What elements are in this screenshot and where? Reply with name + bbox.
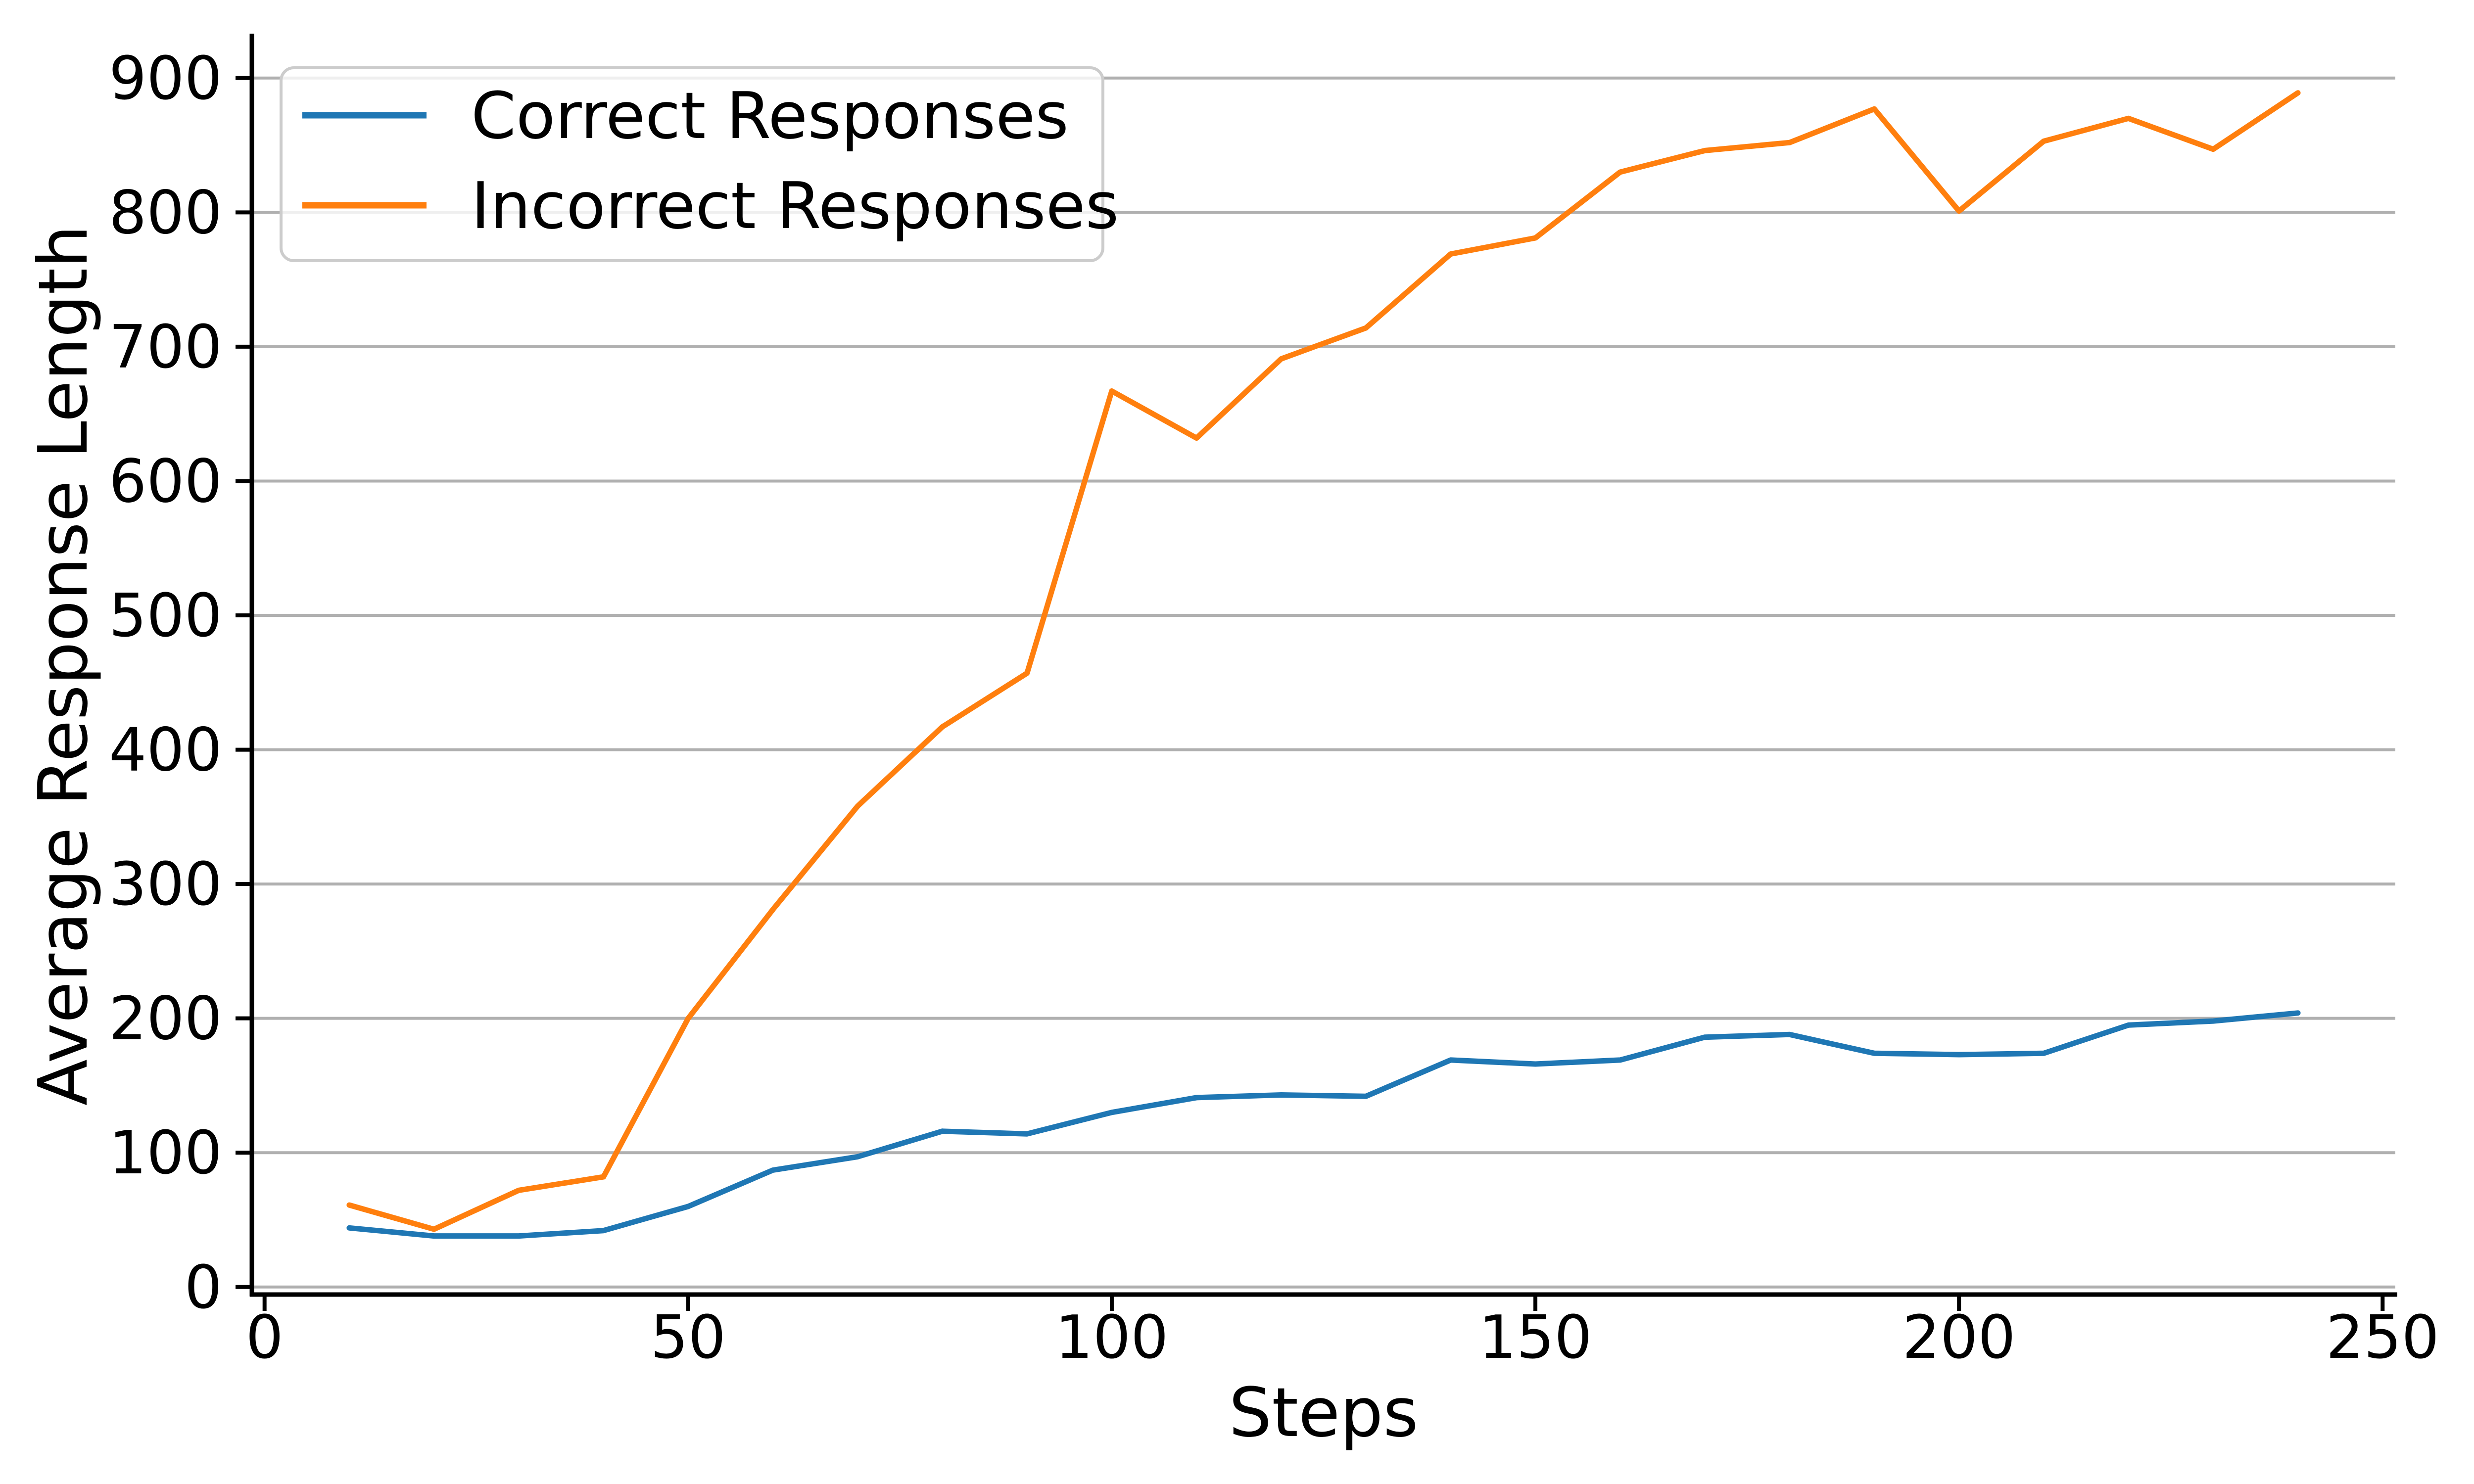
legend-label-incorrect: Incorrect Responses [471, 168, 1119, 243]
series-line-incorrect-responses [346, 90, 2301, 1232]
y-tick-label-400: 400 [109, 716, 222, 785]
x-axis-label: Steps [1229, 1374, 1418, 1452]
legend-box [280, 66, 1104, 262]
legend: Correct Responses Incorrect Responses [280, 66, 1119, 262]
y-tick-label-700: 700 [109, 313, 222, 382]
x-tick-label-150: 150 [1479, 1303, 1592, 1372]
tick-layer: 0 100 200 300 400 500 600 700 800 900 0 50 100 150 200… [109, 45, 2439, 1372]
legend-label-correct: Correct Responses [471, 78, 1069, 153]
y-tick-label-200: 200 [109, 985, 222, 1054]
x-tick-label-0: 0 [246, 1303, 284, 1372]
x-tick-label-250: 250 [2326, 1303, 2439, 1372]
grid-layer [252, 76, 2395, 1289]
series-layer [346, 90, 2301, 1239]
x-tick-label-50: 50 [650, 1303, 726, 1372]
legend-item-incorrect: Incorrect Responses [302, 168, 1119, 243]
y-tick-label-300: 300 [109, 850, 222, 919]
y-tick-label-0: 0 [185, 1253, 222, 1322]
y-tick-label-600: 600 [109, 447, 222, 516]
x-tick-label-200: 200 [1903, 1303, 2016, 1372]
y-tick-label-900: 900 [109, 45, 222, 113]
x-tick-label-100: 100 [1055, 1303, 1168, 1372]
y-tick-label-500: 500 [109, 582, 222, 650]
y-axis-label: Average Response Length [24, 225, 103, 1106]
y-tick-label-100: 100 [109, 1119, 222, 1188]
series-line-correct-responses [346, 1010, 2301, 1239]
legend-item-correct: Correct Responses [302, 78, 1069, 153]
y-tick-label-800: 800 [109, 179, 222, 247]
